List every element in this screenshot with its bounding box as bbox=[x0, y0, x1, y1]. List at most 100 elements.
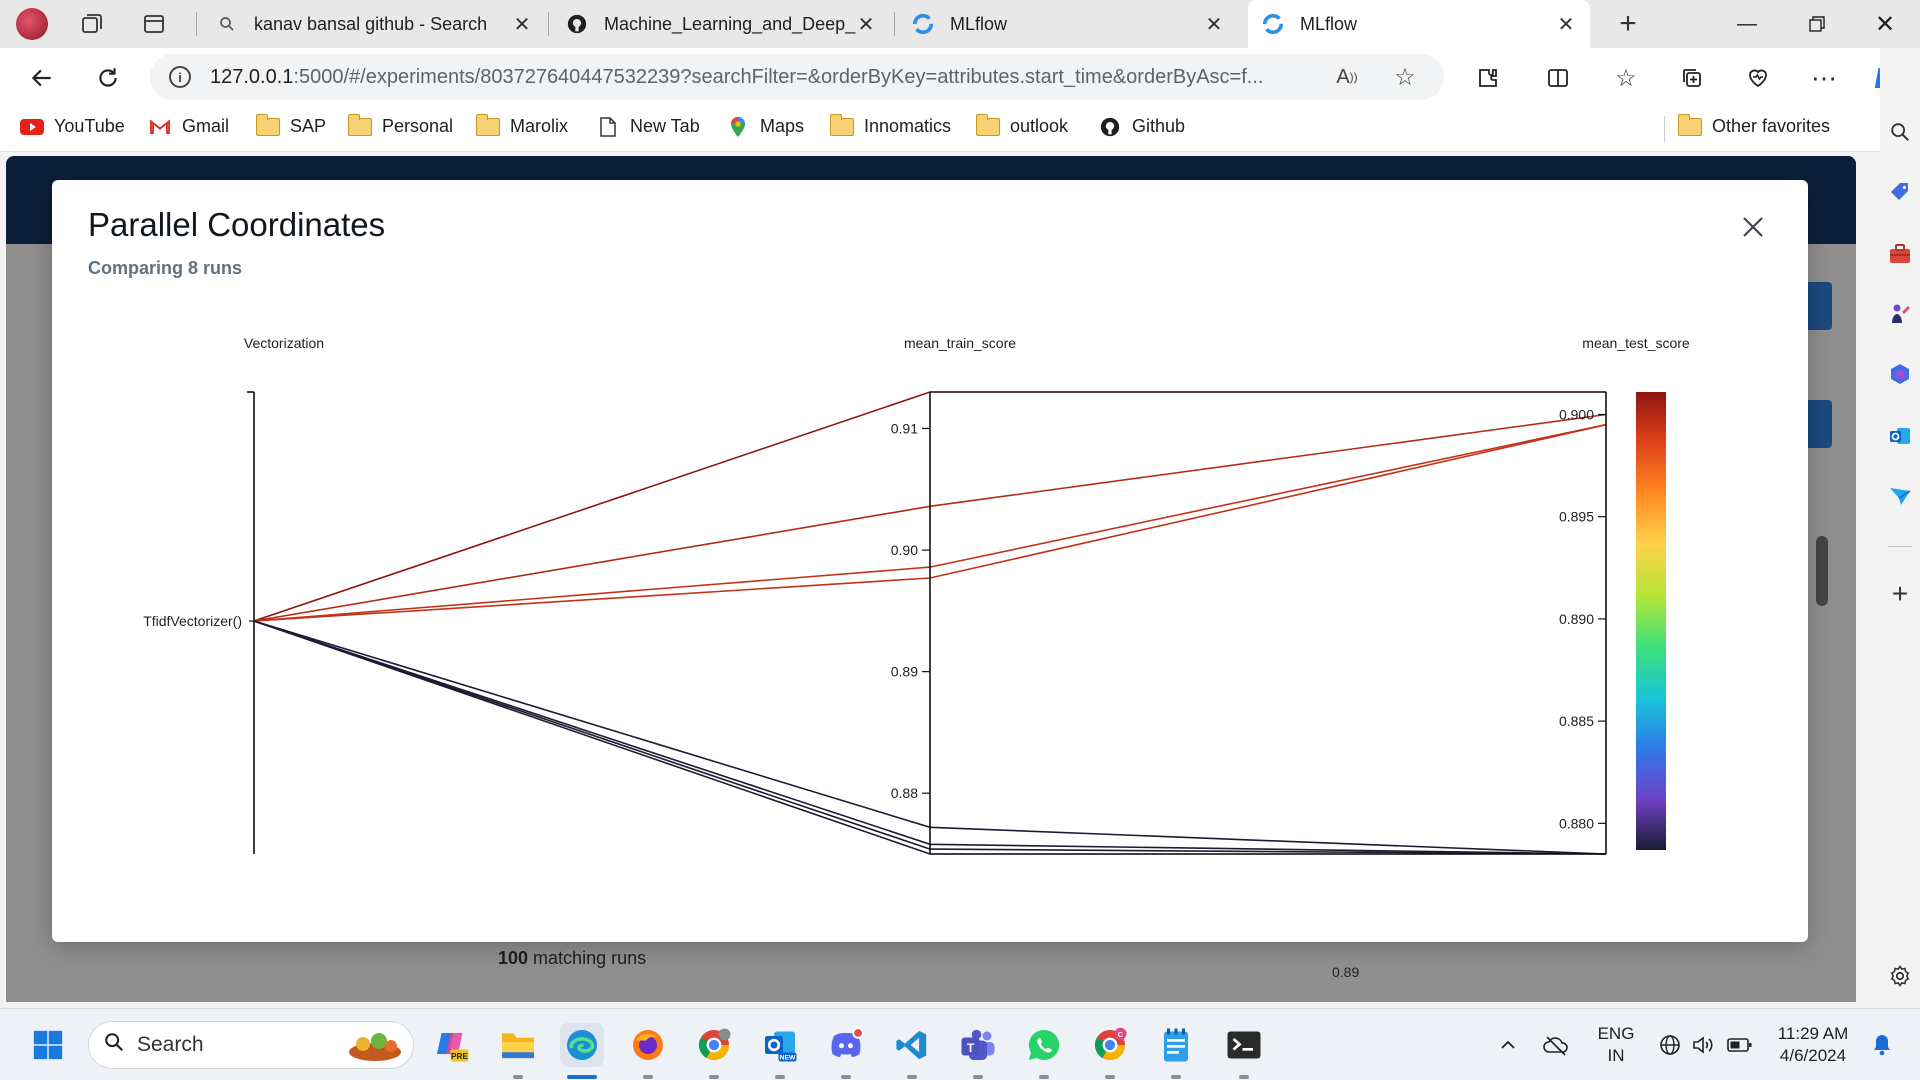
toolbar: i 127.0.0.1:5000/#/experiments/803727640… bbox=[0, 48, 1920, 106]
games-icon[interactable] bbox=[1884, 298, 1916, 330]
axis-tick-label: TfidfVectorizer() bbox=[143, 613, 242, 629]
close-tab-icon[interactable]: ✕ bbox=[1557, 13, 1575, 36]
tab-search[interactable]: kanav bansal github - Search ✕ bbox=[202, 0, 546, 48]
profile-avatar[interactable] bbox=[16, 8, 48, 40]
axis-tick-label: 0.88 bbox=[891, 785, 918, 801]
favorite-outlook[interactable]: outlook bbox=[975, 113, 1069, 137]
favorite-label: Gmail bbox=[182, 116, 230, 136]
tab-mlflow[interactable]: MLflow ✕ bbox=[898, 0, 1238, 48]
search-icon[interactable] bbox=[1884, 116, 1916, 148]
more-menu-icon[interactable]: ⋯ bbox=[1811, 62, 1837, 93]
favorite-label: Other favorites bbox=[1712, 116, 1831, 136]
microsoft-365-icon[interactable] bbox=[1884, 358, 1916, 390]
url-text[interactable]: 127.0.0.1:5000/#/experiments/80372764044… bbox=[210, 66, 1310, 89]
vertical-tabs-icon[interactable] bbox=[138, 8, 170, 40]
tab-mlflow-active[interactable]: MLflow ✕ bbox=[1248, 0, 1590, 48]
favorite-personal[interactable]: Personal bbox=[347, 113, 453, 137]
close-tab-icon[interactable]: ✕ bbox=[1205, 13, 1223, 36]
tab-separator bbox=[196, 12, 197, 36]
workspaces-icon[interactable] bbox=[76, 8, 108, 40]
minimize-icon[interactable]: — bbox=[1737, 12, 1757, 35]
restore-icon[interactable] bbox=[1782, 0, 1852, 48]
tab-github[interactable]: Machine_Learning_and_Deep_Le ✕ bbox=[552, 0, 890, 48]
close-window-icon[interactable]: ✕ bbox=[1874, 10, 1896, 38]
folder-icon bbox=[347, 113, 372, 137]
running-app-indicator bbox=[841, 1075, 851, 1079]
modal-subtitle: Comparing 8 runs bbox=[88, 258, 243, 278]
favorite-youtube[interactable]: YouTube bbox=[20, 116, 125, 137]
search-icon bbox=[216, 13, 238, 35]
axis-tick-label: 0.91 bbox=[891, 420, 918, 436]
favorite-maps[interactable]: Maps bbox=[726, 116, 804, 137]
taskbar-search[interactable]: Search bbox=[88, 1021, 414, 1069]
split-screen-icon[interactable] bbox=[1540, 60, 1576, 96]
file-explorer-icon[interactable] bbox=[496, 1023, 540, 1067]
terminal-icon[interactable] bbox=[1222, 1023, 1266, 1067]
language-indicator[interactable]: ENG IN bbox=[1594, 1023, 1638, 1067]
volume-icon[interactable] bbox=[1682, 1023, 1726, 1067]
favorite-label: Github bbox=[1132, 116, 1186, 136]
network-globe-icon[interactable] bbox=[1648, 1023, 1692, 1067]
page-scrollbar[interactable] bbox=[1816, 536, 1828, 606]
tools-icon[interactable] bbox=[1884, 238, 1916, 270]
favorite-marolix[interactable]: Marolix bbox=[475, 113, 568, 137]
favorite-github[interactable]: Github bbox=[1098, 116, 1185, 137]
favorite-other-favorites[interactable]: Other favorites bbox=[1677, 113, 1831, 137]
add-sidebar-app-icon[interactable]: + bbox=[1891, 578, 1909, 609]
copilot-pre-icon[interactable]: PRE bbox=[430, 1023, 474, 1067]
refresh-icon[interactable] bbox=[90, 60, 126, 96]
language-code: ENG bbox=[1597, 1024, 1635, 1043]
vscode-icon[interactable] bbox=[890, 1023, 934, 1067]
chevron-up-icon[interactable] bbox=[1486, 1023, 1530, 1067]
svg-text:NEW: NEW bbox=[780, 1054, 796, 1061]
matching-runs-count: 100 bbox=[498, 948, 529, 968]
windows-start-icon[interactable] bbox=[26, 1023, 70, 1067]
favorite-new-tab[interactable]: New Tab bbox=[596, 116, 700, 137]
axis-title: mean_train_score bbox=[904, 335, 1016, 351]
axis-tick-label: 0.900 bbox=[1559, 406, 1594, 422]
browser-essentials-icon[interactable] bbox=[1740, 60, 1776, 96]
axis-tick-label: 0.895 bbox=[1559, 509, 1594, 525]
favorite-sap[interactable]: SAP bbox=[255, 113, 326, 137]
favorites-icon[interactable]: ☆ bbox=[1615, 64, 1637, 92]
outlook-icon[interactable] bbox=[1884, 420, 1916, 452]
favorites-divider bbox=[1664, 116, 1665, 142]
favorite-innomatics[interactable]: Innomatics bbox=[829, 113, 952, 137]
whatsapp-icon[interactable] bbox=[1022, 1023, 1066, 1067]
clock[interactable]: 11:29 AM 4/6/2024 bbox=[1766, 1023, 1860, 1067]
read-aloud-icon[interactable]: A)) bbox=[1336, 65, 1358, 88]
axis-tick-label: 0.890 bbox=[1559, 611, 1594, 627]
shopping-tag-icon[interactable] bbox=[1884, 176, 1916, 208]
collections-icon[interactable] bbox=[1674, 60, 1710, 96]
favorite-label: Innomatics bbox=[864, 116, 952, 136]
edge-taskbar-icon[interactable] bbox=[560, 1023, 604, 1067]
settings-gear-icon[interactable] bbox=[1884, 960, 1916, 992]
back-icon[interactable] bbox=[24, 60, 60, 96]
onedrive-offline-icon[interactable] bbox=[1534, 1023, 1578, 1067]
send-icon[interactable] bbox=[1884, 480, 1916, 512]
parallel-coordinates-chart[interactable]: Vectorization TfidfVectorizer() mean_train… bbox=[52, 180, 1808, 942]
site-info-icon[interactable]: i bbox=[150, 66, 210, 88]
running-app-indicator bbox=[1105, 1075, 1115, 1079]
address-bar[interactable]: i 127.0.0.1:5000/#/experiments/803727640… bbox=[150, 54, 1444, 100]
favorite-label: outlook bbox=[1010, 116, 1069, 136]
discord-icon[interactable] bbox=[824, 1023, 868, 1067]
matching-runs-text: 100 matching runs bbox=[498, 948, 646, 969]
close-tab-icon[interactable]: ✕ bbox=[513, 13, 531, 36]
chrome-profile-icon[interactable] bbox=[692, 1023, 736, 1067]
outlook-new-icon[interactable]: NEW bbox=[758, 1023, 802, 1067]
new-tab-icon[interactable]: + bbox=[1619, 7, 1637, 40]
chrome-icon[interactable]: C bbox=[1088, 1023, 1132, 1067]
notification-bell-icon[interactable] bbox=[1860, 1023, 1904, 1067]
notepad-icon[interactable] bbox=[1154, 1023, 1198, 1067]
battery-icon[interactable] bbox=[1718, 1023, 1762, 1067]
extensions-icon[interactable] bbox=[1470, 60, 1506, 96]
close-tab-icon[interactable]: ✕ bbox=[857, 13, 875, 36]
teams-icon[interactable]: T bbox=[956, 1023, 1000, 1067]
url-host: 127.0.0.1 bbox=[210, 65, 294, 88]
firefox-icon[interactable] bbox=[626, 1023, 670, 1067]
favorite-gmail[interactable]: Gmail bbox=[148, 116, 229, 137]
close-icon[interactable] bbox=[1736, 210, 1770, 244]
mlflow-icon bbox=[1262, 13, 1284, 35]
favorite-star-icon[interactable]: ☆ bbox=[1394, 63, 1416, 91]
